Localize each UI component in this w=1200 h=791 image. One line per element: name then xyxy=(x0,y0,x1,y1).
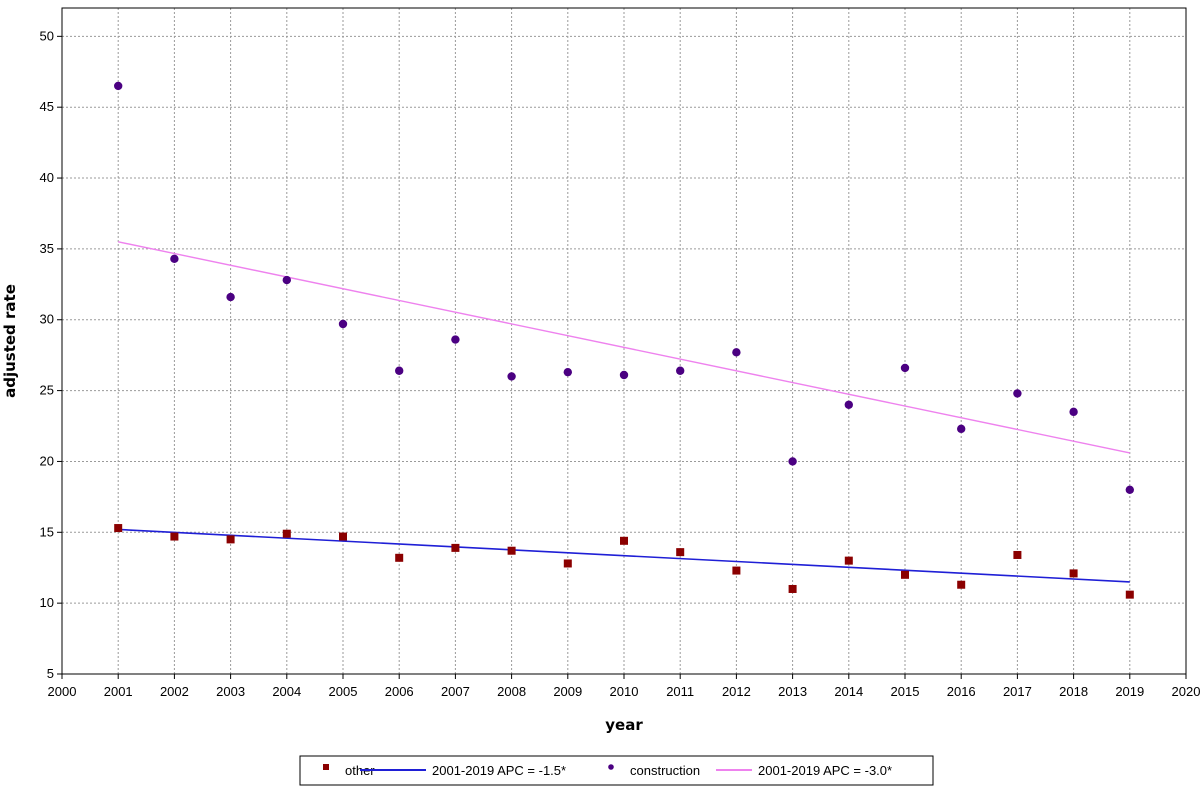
x-tick-label: 2019 xyxy=(1115,684,1144,699)
data-point xyxy=(676,366,685,375)
data-point xyxy=(676,548,685,557)
data-point xyxy=(170,254,179,264)
data-point xyxy=(844,556,853,565)
data-point xyxy=(563,559,572,568)
data-point xyxy=(114,524,123,533)
data-point xyxy=(1125,485,1135,494)
data-point xyxy=(844,400,853,409)
data-point xyxy=(1069,569,1078,578)
y-tick-label: 50 xyxy=(40,28,54,43)
x-tick-label: 2007 xyxy=(441,684,470,699)
legend-item-1: 2001-2019 APC = -1.5* xyxy=(360,763,566,778)
data-point xyxy=(620,536,628,545)
data-point xyxy=(788,457,797,466)
x-tick-label: 2005 xyxy=(329,684,358,699)
data-point xyxy=(900,363,910,373)
x-tick-label: 2020 xyxy=(1172,684,1200,699)
legend-label: 2001-2019 APC = -1.5* xyxy=(432,763,566,778)
y-axis-ticks: 5 10 15 20 25 30 35 40 45 50 xyxy=(40,28,62,681)
legend-item-2: construction xyxy=(608,763,700,778)
x-tick-label: 2006 xyxy=(385,684,414,699)
data-point xyxy=(282,529,291,538)
y-tick-label: 40 xyxy=(40,170,54,185)
legend: other 2001-2019 APC = -1.5* construction 20… xyxy=(299,755,934,786)
x-tick-label: 2000 xyxy=(48,684,77,699)
data-point xyxy=(957,424,966,434)
x-tick-label: 2002 xyxy=(160,684,189,699)
x-tick-label: 2017 xyxy=(1003,684,1032,699)
x-tick-label: 2018 xyxy=(1059,684,1088,699)
x-tick-label: 2013 xyxy=(778,684,807,699)
data-point xyxy=(563,367,572,377)
x-tick-label: 2004 xyxy=(272,684,301,699)
data-point xyxy=(282,275,291,285)
x-tick-label: 2008 xyxy=(497,684,526,699)
data-point xyxy=(1125,590,1134,599)
data-point xyxy=(451,543,460,552)
data-point xyxy=(957,580,966,589)
data-point xyxy=(732,566,741,575)
y-axis-title: adjusted rate xyxy=(1,284,19,398)
x-axis-ticks: 2000 2001 2002 2003 2004 2005 2006 2007 2008 2009… xyxy=(48,674,1200,699)
legend-label: construction xyxy=(630,763,700,778)
data-point xyxy=(114,81,123,91)
y-tick-label: 35 xyxy=(40,241,54,256)
x-tick-label: 2010 xyxy=(610,684,639,699)
legend-label: 2001-2019 APC = -3.0* xyxy=(758,763,892,778)
data-point xyxy=(170,532,179,541)
data-point xyxy=(788,584,797,593)
data-point xyxy=(1069,407,1078,417)
data-point xyxy=(901,570,909,579)
data-point xyxy=(395,553,404,562)
data-point xyxy=(507,372,516,381)
series-0-points xyxy=(114,524,1134,599)
data-point xyxy=(339,532,347,541)
x-tick-label: 2003 xyxy=(216,684,245,699)
series-2-points xyxy=(114,81,1135,494)
data-point xyxy=(395,366,404,375)
data-point xyxy=(732,348,741,357)
data-point xyxy=(507,546,516,555)
series-layer xyxy=(114,81,1135,599)
x-tick-label: 2011 xyxy=(666,684,694,699)
x-tick-label: 2015 xyxy=(891,684,920,699)
y-tick-label: 5 xyxy=(47,666,54,681)
x-tick-label: 2009 xyxy=(553,684,582,699)
data-point xyxy=(1013,389,1022,398)
data-point xyxy=(619,370,629,380)
data-point xyxy=(451,335,460,344)
y-tick-label: 15 xyxy=(40,524,54,539)
x-tick-label: 2014 xyxy=(834,684,863,699)
data-point xyxy=(338,319,348,329)
series-1 xyxy=(118,528,1130,583)
x-tick-label: 2001 xyxy=(104,684,133,699)
y-tick-label: 45 xyxy=(40,99,54,114)
trend-line xyxy=(118,528,1130,583)
legend-marker xyxy=(608,764,614,770)
data-point xyxy=(1013,550,1022,559)
x-tick-label: 2012 xyxy=(722,684,751,699)
y-tick-label: 25 xyxy=(40,383,54,398)
y-tick-label: 10 xyxy=(40,595,54,610)
y-tick-label: 30 xyxy=(40,312,54,327)
legend-marker xyxy=(323,764,329,770)
grid-lines xyxy=(62,8,1186,675)
legend-item-3: 2001-2019 APC = -3.0* xyxy=(716,763,892,778)
data-point xyxy=(226,292,235,302)
y-tick-label: 20 xyxy=(40,453,54,468)
x-axis-title: year xyxy=(605,716,643,734)
data-point xyxy=(226,535,235,544)
x-tick-label: 2016 xyxy=(947,684,976,699)
